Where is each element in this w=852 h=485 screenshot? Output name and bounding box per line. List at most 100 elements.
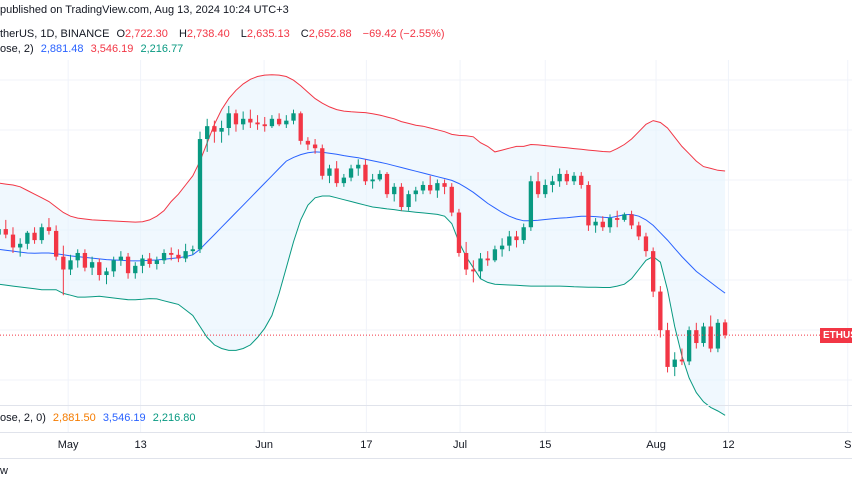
candle-body	[18, 243, 23, 248]
candle-body	[284, 120, 289, 125]
candle-body	[298, 113, 303, 141]
candle-body	[190, 249, 195, 252]
candle-body	[305, 140, 311, 145]
candle	[176, 249, 181, 263]
candle	[154, 256, 159, 270]
candle-body	[463, 252, 469, 270]
x-tick-label: 13	[134, 439, 147, 451]
candle-body	[161, 252, 167, 261]
candle	[579, 172, 584, 189]
x-tick-label: 15	[539, 439, 552, 451]
candle	[197, 131, 203, 253]
candle	[39, 223, 44, 244]
candle	[658, 286, 663, 338]
candle-body	[154, 260, 159, 264]
open-number: 2,722.30	[125, 28, 168, 40]
candle	[528, 175, 534, 231]
candle-body	[535, 181, 541, 195]
candle	[147, 252, 152, 268]
candle	[320, 144, 325, 180]
candle	[334, 161, 339, 187]
candle-body	[658, 291, 663, 331]
candle-body	[507, 236, 512, 246]
candle	[672, 352, 677, 377]
last-price-tag: ETHUS	[820, 328, 852, 344]
open-value: O2,722.30	[116, 28, 171, 40]
high-number: 2,738.40	[186, 28, 230, 40]
candle	[564, 170, 569, 185]
candle-body	[104, 271, 109, 276]
candle	[701, 322, 706, 347]
candle	[32, 227, 37, 244]
candle-body	[147, 258, 152, 264]
candle	[61, 245, 66, 296]
candle-body	[3, 229, 8, 235]
candle	[125, 252, 131, 279]
pane2-legend-prefix: ose, 2, 0)	[0, 412, 46, 424]
candle-body	[0, 229, 1, 235]
low-number: 2,635.13	[246, 28, 290, 40]
candle	[169, 247, 174, 261]
candle	[348, 164, 354, 182]
candle	[377, 170, 382, 182]
candle-body	[413, 190, 418, 195]
candle	[651, 247, 656, 298]
candle	[607, 214, 613, 233]
low-value: L2,635.13	[241, 28, 294, 40]
candle	[463, 241, 469, 276]
candle-body	[53, 230, 59, 257]
candle	[104, 267, 109, 285]
candle-body	[255, 122, 260, 125]
candle-body	[521, 227, 526, 241]
candle	[305, 137, 311, 151]
candle	[140, 254, 145, 274]
candle-body	[363, 164, 368, 182]
candle-body	[651, 251, 656, 292]
candle	[370, 173, 375, 189]
candle-body	[262, 124, 267, 127]
symbol-info: therUS, 1D, BINANCE	[0, 28, 110, 40]
open-label: O	[116, 28, 126, 40]
candle	[75, 249, 80, 268]
candle-body	[528, 181, 534, 228]
candle-body	[456, 212, 462, 253]
x-tick-label: Jun	[255, 439, 273, 451]
pane2-lower: 2,216.80	[152, 412, 196, 424]
candle	[643, 232, 649, 257]
axis-separator	[0, 432, 852, 433]
x-tick-label: May	[57, 439, 79, 451]
bollinger-upper-line	[0, 74, 726, 223]
candle	[507, 230, 512, 252]
candle-body	[636, 225, 641, 237]
candle-body	[356, 164, 361, 169]
candle-body	[370, 179, 375, 182]
candle	[514, 230, 519, 248]
candle	[0, 229, 1, 235]
candle-body	[514, 236, 519, 241]
candle-body	[197, 139, 203, 250]
candle	[255, 115, 260, 130]
candle	[722, 319, 728, 339]
candle	[384, 172, 390, 198]
candle	[550, 175, 555, 193]
candle	[276, 113, 282, 127]
candle	[571, 172, 577, 185]
candle-body	[25, 232, 30, 244]
ohlc-line: therUS, 1D, BINANCE O2,722.30 H2,738.40 …	[0, 28, 449, 40]
candle-body	[629, 214, 634, 226]
candle-body	[241, 118, 246, 125]
candle	[629, 210, 634, 230]
candle-body	[607, 218, 613, 228]
candle	[622, 212, 627, 222]
candle-body	[133, 265, 138, 274]
candle	[269, 115, 275, 128]
candle-body	[377, 173, 382, 180]
candle-body	[46, 227, 52, 231]
candle	[478, 252, 483, 279]
close-label: C	[300, 28, 309, 40]
bb-lower-value: 2,216.77	[140, 43, 184, 55]
candle	[133, 262, 138, 279]
candle-body	[82, 252, 88, 268]
candle-body	[233, 113, 239, 125]
